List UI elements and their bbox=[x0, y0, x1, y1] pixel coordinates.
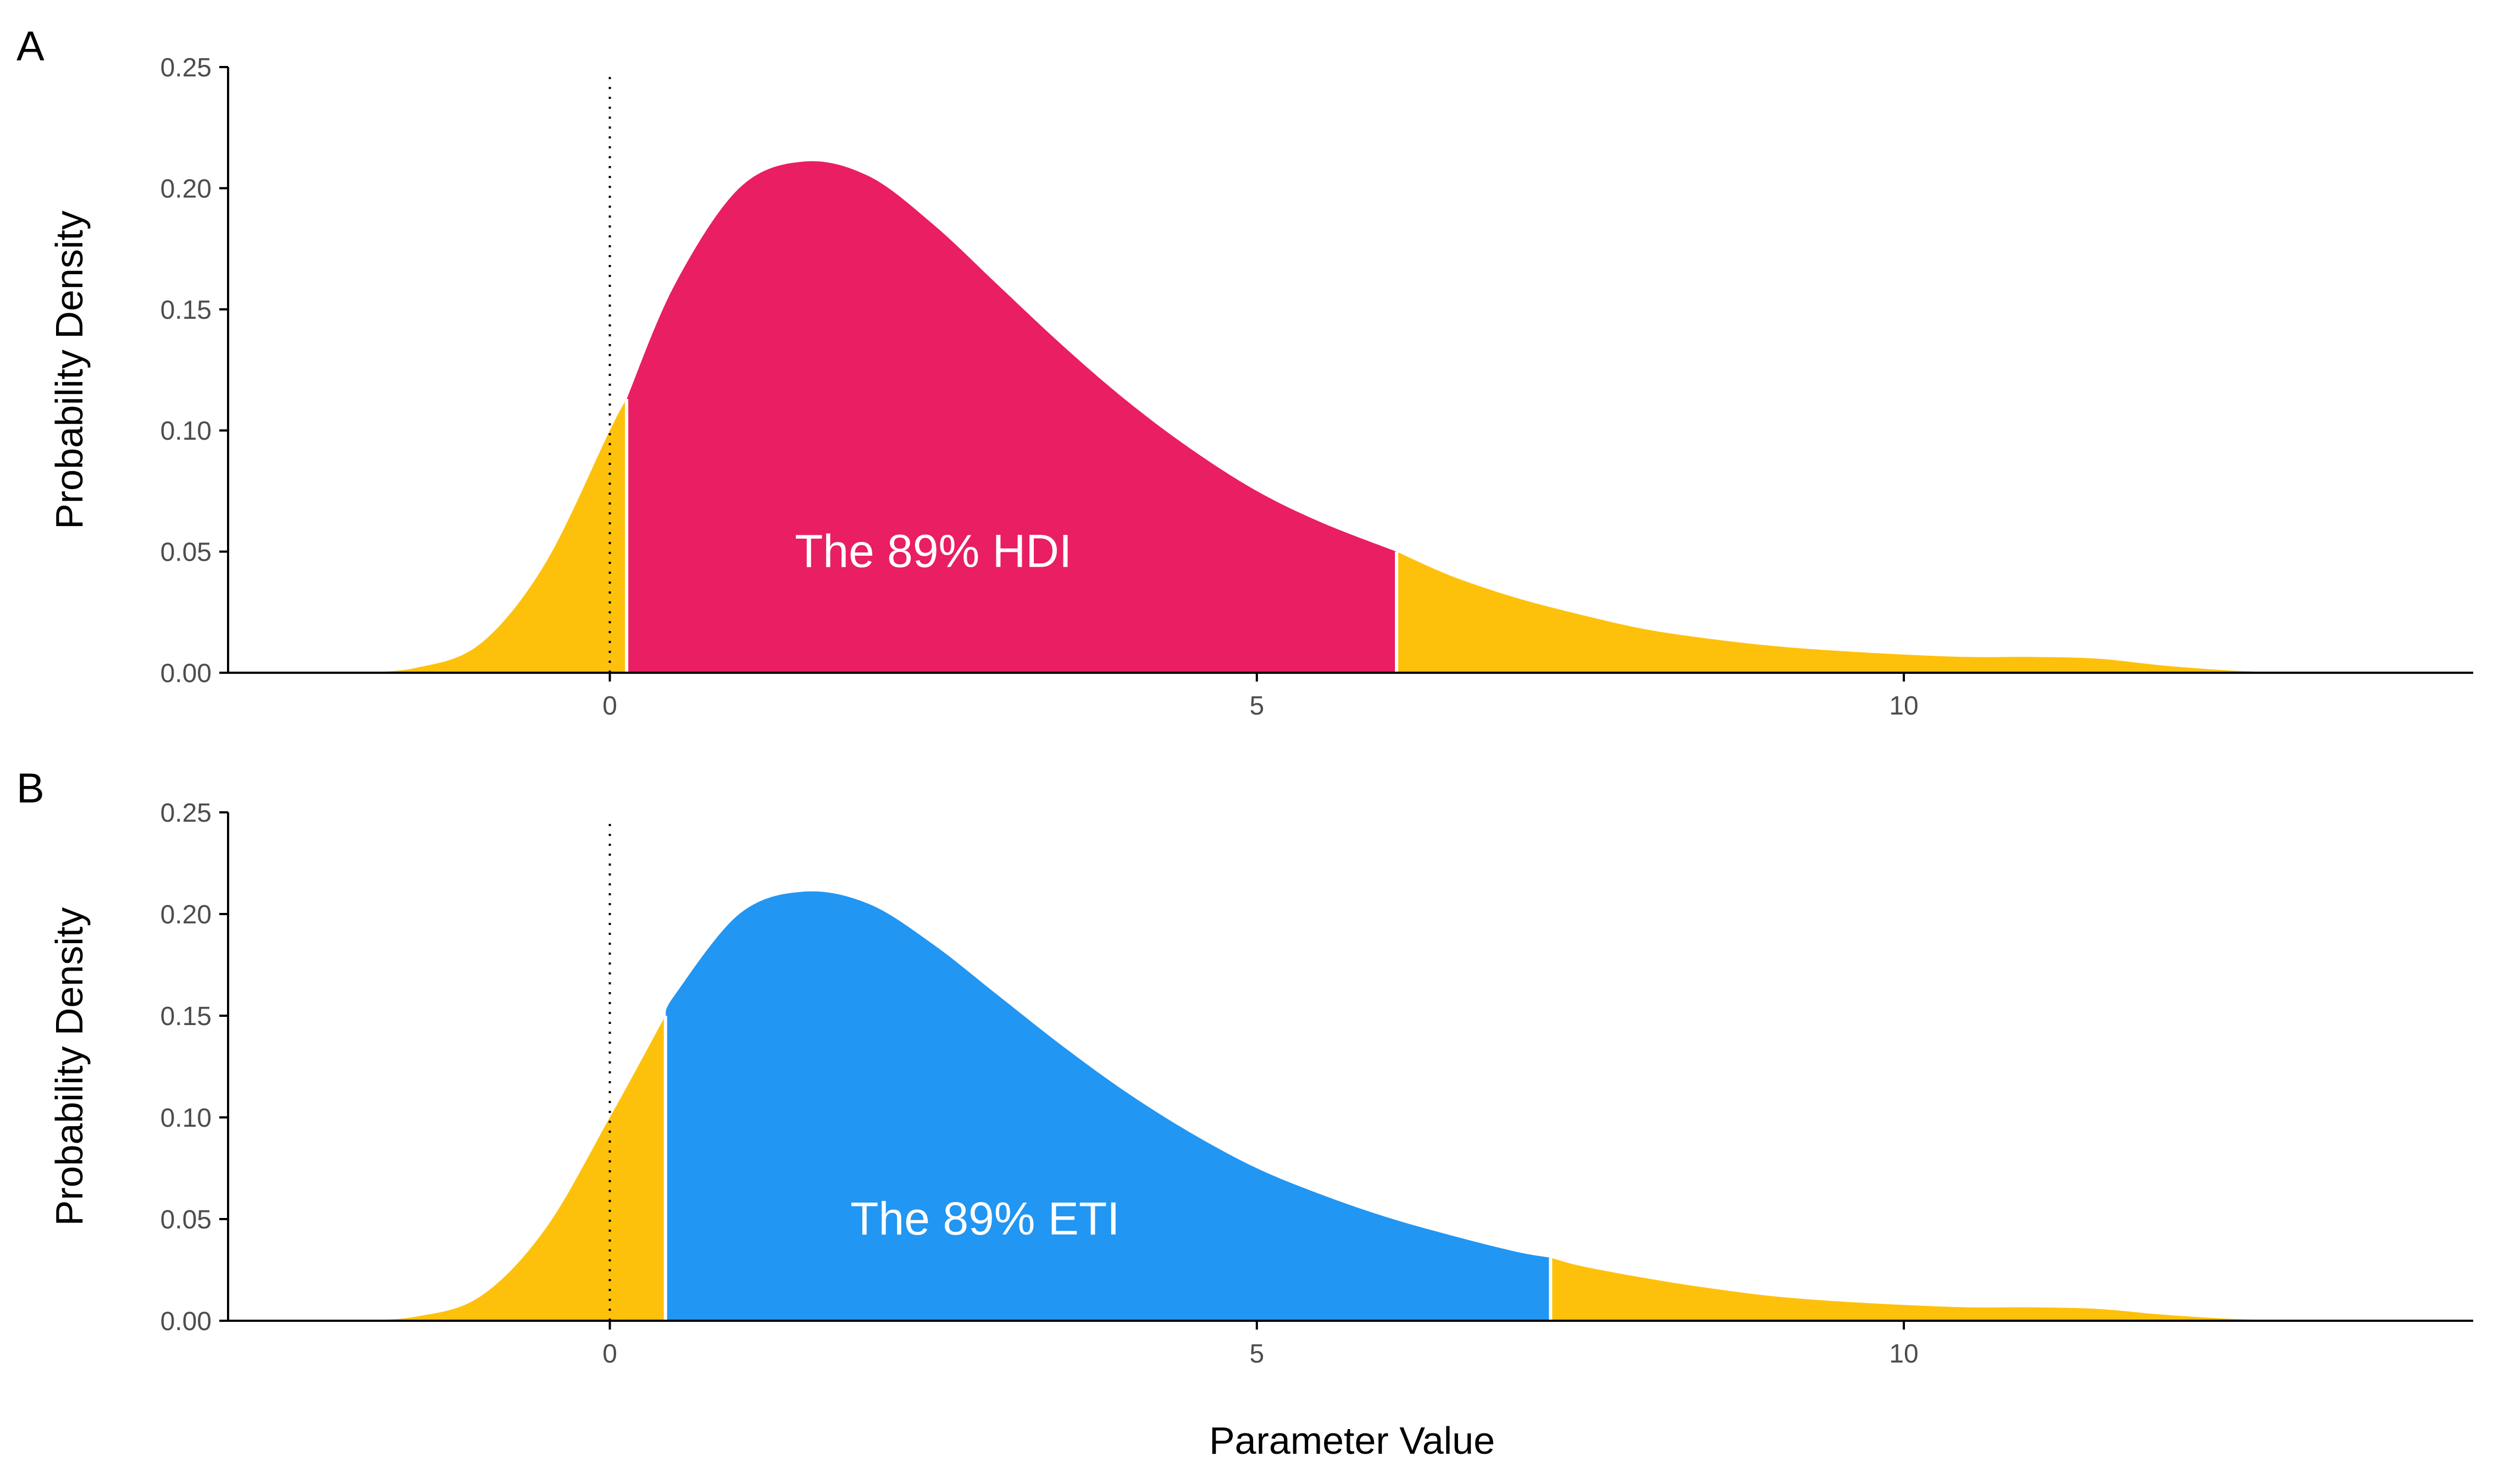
y-tick-label: 0.10 bbox=[160, 1104, 212, 1133]
y-tick-label: 0.05 bbox=[160, 538, 212, 567]
y-tick-label: 0.20 bbox=[160, 174, 212, 203]
y-tick-label: 0.00 bbox=[160, 659, 212, 688]
y-tick-label: 0.00 bbox=[160, 1307, 212, 1336]
interval-area bbox=[665, 891, 1551, 1321]
y-tick-label: 0.25 bbox=[160, 53, 212, 82]
y-tick-label: 0.15 bbox=[160, 1002, 212, 1031]
interval-area bbox=[627, 161, 1397, 673]
x-axis-title: Parameter Value bbox=[1209, 1419, 1495, 1462]
x-tick-label: 10 bbox=[1889, 691, 1918, 721]
right-tail-area bbox=[1550, 1258, 2292, 1321]
y-tick-label: 0.10 bbox=[160, 417, 212, 446]
right-tail-area bbox=[1397, 551, 2292, 673]
interval-label: The 89% ETI bbox=[850, 1193, 1120, 1244]
x-tick-label: 5 bbox=[1249, 1339, 1264, 1369]
x-tick-label: 5 bbox=[1249, 691, 1264, 721]
y-axis-title: Probability Density bbox=[48, 907, 91, 1226]
x-tick-label: 0 bbox=[602, 1339, 617, 1369]
panel-b: 0.00 0.05 0.10 0.15 0.20 0.25 0 5 10 Probability … bbox=[16, 765, 2473, 1369]
y-tick-label: 0.20 bbox=[160, 900, 212, 929]
left-tail-area bbox=[351, 1016, 666, 1321]
panel-tag: A bbox=[16, 23, 45, 70]
interval-label: The 89% HDI bbox=[795, 525, 1072, 577]
y-tick-label: 0.05 bbox=[160, 1205, 212, 1234]
x-tick-label: 0 bbox=[602, 691, 617, 721]
panel-a: 0.00 0.05 0.10 0.15 0.20 0.25 0 5 10 Probability … bbox=[16, 23, 2473, 721]
x-tick-label: 10 bbox=[1889, 1339, 1918, 1369]
y-tick-label: 0.15 bbox=[160, 296, 212, 325]
left-tail-area bbox=[351, 398, 627, 673]
y-axis-title: Probability Density bbox=[48, 211, 91, 529]
panel-tag: B bbox=[16, 765, 45, 812]
y-tick-label: 0.25 bbox=[160, 799, 212, 828]
